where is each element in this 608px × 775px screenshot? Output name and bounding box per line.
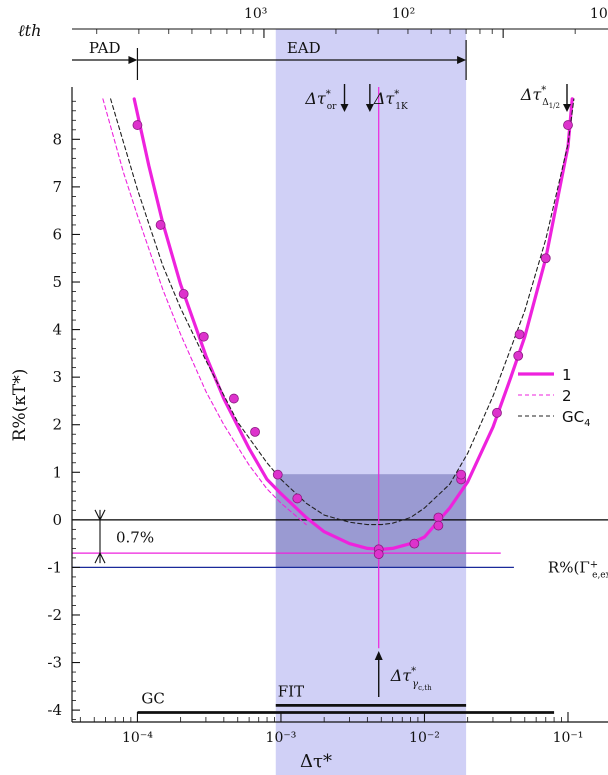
top-axis-label: ℓth	[18, 21, 41, 40]
legend-label-GC4: GC4	[562, 408, 590, 429]
legend: 1 2 GC4	[518, 366, 590, 429]
marker-1k-label: Δτ* 1K	[373, 89, 408, 112]
y-tick-label-0: 0	[52, 511, 62, 529]
marker-half-arrow-head	[562, 104, 571, 112]
data-point-16	[513, 350, 524, 361]
ead-range-arrow	[457, 56, 467, 64]
pad-range-arrow	[128, 56, 138, 64]
data-point-4	[228, 393, 239, 404]
y-tick-label-1: 1	[52, 463, 62, 481]
marker-or-label: Δτ* or	[304, 89, 337, 112]
y-tick-label-6: 6	[52, 225, 62, 243]
data-point-15	[492, 407, 502, 418]
series-GC4-curve	[110, 98, 575, 526]
y-tick-label-2: 2	[52, 416, 62, 434]
x-tick-label-2: 10⁻²	[409, 730, 440, 746]
y-tick-label--4: -4	[47, 701, 62, 719]
y-axis-label: R%(κT*)	[10, 369, 30, 442]
data-point-12	[433, 520, 444, 531]
offset-label: 0.7%	[116, 528, 154, 546]
ead-label: EAD	[287, 39, 321, 57]
data-point-17	[514, 329, 525, 340]
x-axis-label: Δτ*	[300, 751, 332, 772]
y-tick-label-5: 5	[52, 273, 62, 291]
data-point-14	[456, 469, 467, 480]
shaded-bands	[275, 29, 467, 775]
reference-lines: R%(Γ+e,exact)	[72, 87, 608, 649]
series-1-curve	[132, 97, 574, 551]
marker-gamma-head	[374, 651, 383, 660]
x-tick-label-3: 10⁻¹	[553, 730, 584, 746]
top-tick-label-1: 10²	[392, 6, 415, 22]
band-1	[275, 474, 467, 568]
top-tick-label-2: 10	[590, 6, 608, 22]
fit-curves	[102, 97, 575, 551]
y-tick-label-3: 3	[52, 368, 62, 386]
marker-1k-arrow-head	[365, 104, 374, 112]
axes: -4 -3 -2 -1 0 1 2 3 4 5 6 7 8 10⁻⁴ 10⁻³ 10⁻² 10⁻¹ Δτ* R%(κ…	[10, 6, 608, 772]
data-point-3	[198, 331, 209, 342]
data-point-18	[540, 253, 551, 264]
hline-label-exact: R%(Γ+e,exact)	[548, 558, 608, 580]
data-point-5	[250, 426, 260, 437]
series-2-curve	[102, 98, 307, 526]
data-point-2	[178, 289, 189, 299]
x-tick-label-0: 10⁻⁴	[122, 730, 153, 746]
data-point-6	[272, 469, 283, 480]
range-bar-label-FIT: FIT	[278, 682, 304, 700]
marker-or-arrow-head	[340, 104, 349, 112]
offset-bracket-top	[94, 509, 106, 522]
y-tick-label--3: -3	[47, 654, 62, 672]
data-point-10	[409, 538, 420, 549]
range-bar-label-GC: GC	[141, 689, 164, 707]
legend-label-2: 2	[562, 387, 572, 405]
data-point-9	[373, 549, 384, 559]
data-points	[132, 120, 573, 559]
data-point-11	[433, 512, 444, 523]
y-tick-label-4: 4	[52, 321, 62, 339]
data-point-0	[132, 120, 143, 130]
offset-bracket-bottom	[94, 551, 106, 564]
y-tick-label--1: -1	[47, 558, 62, 576]
pad-label: PAD	[89, 39, 121, 57]
top-tick-label-0: 10³	[244, 6, 267, 22]
legend-label-1: 1	[562, 366, 572, 384]
band-0	[275, 29, 467, 775]
x-tick-label-1: 10⁻³	[266, 730, 297, 746]
y-tick-label-7: 7	[52, 178, 62, 196]
y-tick-label-8: 8	[52, 130, 62, 148]
data-point-19	[563, 120, 573, 130]
data-point-7	[292, 493, 303, 504]
data-point-1	[155, 220, 166, 230]
y-tick-label--2: -2	[47, 606, 62, 624]
marker-half-label: Δτ* Δ1/2	[520, 85, 560, 110]
